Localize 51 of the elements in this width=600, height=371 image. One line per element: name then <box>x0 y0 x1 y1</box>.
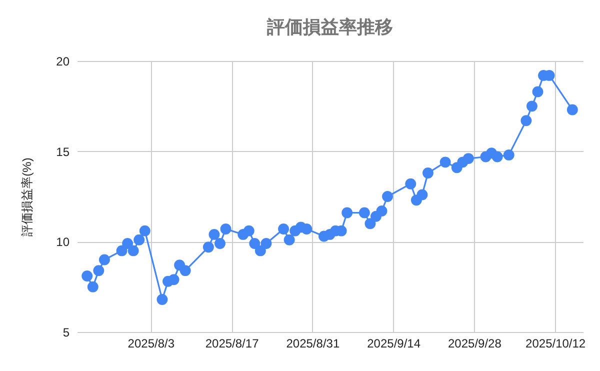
point <box>139 225 150 236</box>
point <box>342 207 353 218</box>
point <box>532 86 544 98</box>
x-tick-label: 2025/8/17 <box>205 336 260 350</box>
point <box>462 153 474 164</box>
point <box>98 254 110 266</box>
y-tick-label: 20 <box>56 54 70 68</box>
point <box>93 265 104 276</box>
point <box>180 265 191 276</box>
point <box>208 228 220 240</box>
point <box>243 225 254 236</box>
point <box>82 270 93 282</box>
point <box>376 205 388 216</box>
point <box>278 224 290 234</box>
point <box>416 189 428 200</box>
point <box>566 104 578 116</box>
point <box>214 238 226 249</box>
x-tick-label: 2025/9/28 <box>448 336 502 350</box>
point <box>301 224 312 234</box>
point <box>134 234 145 246</box>
point <box>254 245 266 256</box>
y-axis-title: 評価損益率(%) <box>20 158 34 236</box>
point <box>260 238 272 249</box>
point <box>122 238 134 249</box>
point <box>492 151 503 162</box>
point <box>422 168 434 178</box>
y-tick-label: 15 <box>56 144 70 159</box>
point <box>128 245 139 256</box>
x-tick-label: 2025/10/12 <box>526 336 586 350</box>
point <box>284 234 295 246</box>
point <box>405 178 416 190</box>
point <box>220 224 232 234</box>
point <box>440 156 451 168</box>
y-tick-label: 5 <box>62 326 70 340</box>
point <box>168 274 180 286</box>
point <box>358 207 370 218</box>
x-tick-label: 2025/8/3 <box>128 336 175 350</box>
point <box>526 100 538 112</box>
point <box>520 115 532 126</box>
point <box>503 149 514 160</box>
point <box>87 281 98 292</box>
point <box>156 294 168 305</box>
x-tick-label: 2025/8/31 <box>286 336 340 350</box>
chart-title: 評価損益率推移 <box>266 17 393 37</box>
point <box>364 218 376 230</box>
x-tick-label: 2025/9/14 <box>367 336 421 350</box>
point <box>249 238 260 249</box>
point <box>382 191 394 202</box>
point <box>116 245 128 256</box>
point <box>202 242 214 253</box>
y-tick-label: 10 <box>56 235 70 250</box>
